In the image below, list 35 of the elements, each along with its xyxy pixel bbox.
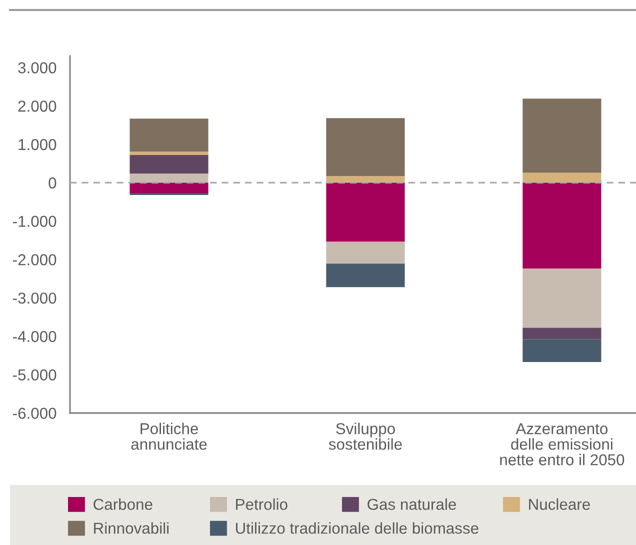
bar: [326, 176, 405, 183]
y-tick-label: -2.000: [13, 254, 56, 266]
bar: [130, 152, 208, 156]
legend-label: Petrolio: [236, 498, 288, 510]
legend-label: Rinnovabili: [94, 522, 169, 534]
legend-label: Nucleare: [529, 498, 590, 510]
bar: [130, 155, 208, 174]
y-tick-label: -1.000: [13, 216, 56, 227]
x-tick-label: Politiche annunciate: [131, 422, 207, 450]
bar: [130, 173, 208, 183]
bar: [130, 182, 208, 194]
legend-label: Carbone: [94, 498, 152, 510]
bar: [130, 118, 208, 152]
x-tick-label: Sviluppo sostenibile: [328, 422, 402, 450]
legend-label: Gas naturale: [368, 498, 456, 510]
bar: [522, 98, 602, 173]
bar: [522, 328, 602, 340]
bar: [326, 264, 405, 288]
y-tick-label: -6.000: [13, 408, 56, 419]
bar: [326, 182, 405, 242]
y-tick-label: -5.000: [13, 369, 56, 380]
bar: [522, 172, 602, 183]
bar: [522, 182, 602, 269]
y-tick-label: 1.000: [18, 139, 56, 150]
bar: [522, 339, 602, 362]
bar: [326, 118, 405, 176]
y-tick-label: -4.000: [13, 330, 56, 342]
bar: [326, 242, 405, 264]
y-tick-label: 2.000: [18, 100, 56, 112]
x-tick-label: Azzeramento delle emissioni nette entro il 2050: [500, 423, 624, 466]
y-tick-label: -3.000: [13, 292, 56, 304]
bar: [522, 268, 602, 328]
y-tick-label: 0: [48, 177, 56, 189]
legend-label: Utilizzo tradizionale delle biomasse: [236, 522, 478, 534]
y-tick-label: 3.000: [18, 62, 56, 74]
